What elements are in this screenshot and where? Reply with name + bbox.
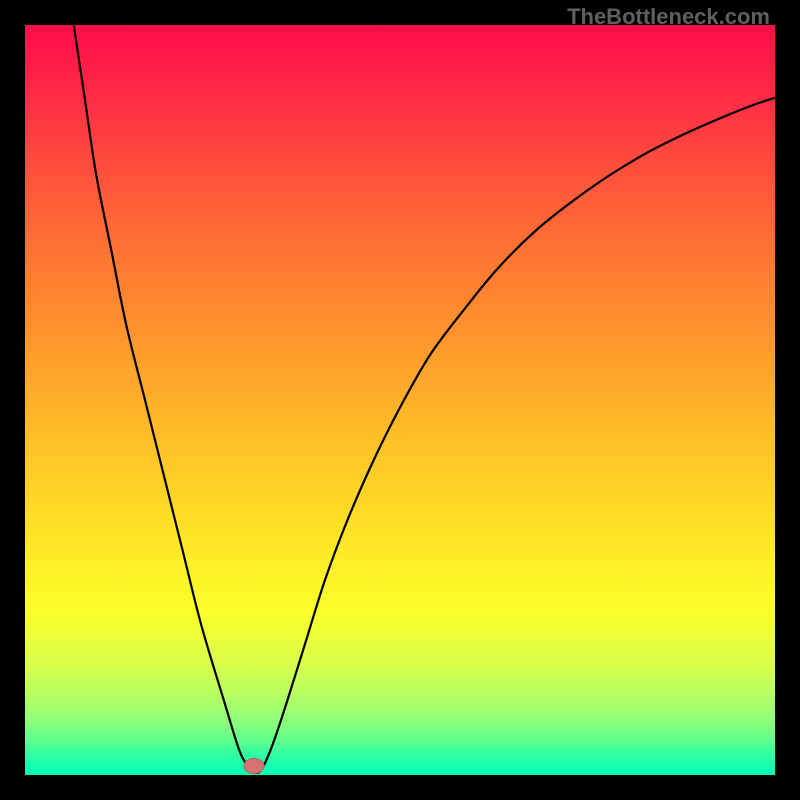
chart-frame: TheBottleneck.com — [0, 0, 800, 800]
gradient-background — [25, 25, 775, 775]
watermark-text: TheBottleneck.com — [567, 4, 770, 30]
plot-area — [25, 25, 775, 775]
